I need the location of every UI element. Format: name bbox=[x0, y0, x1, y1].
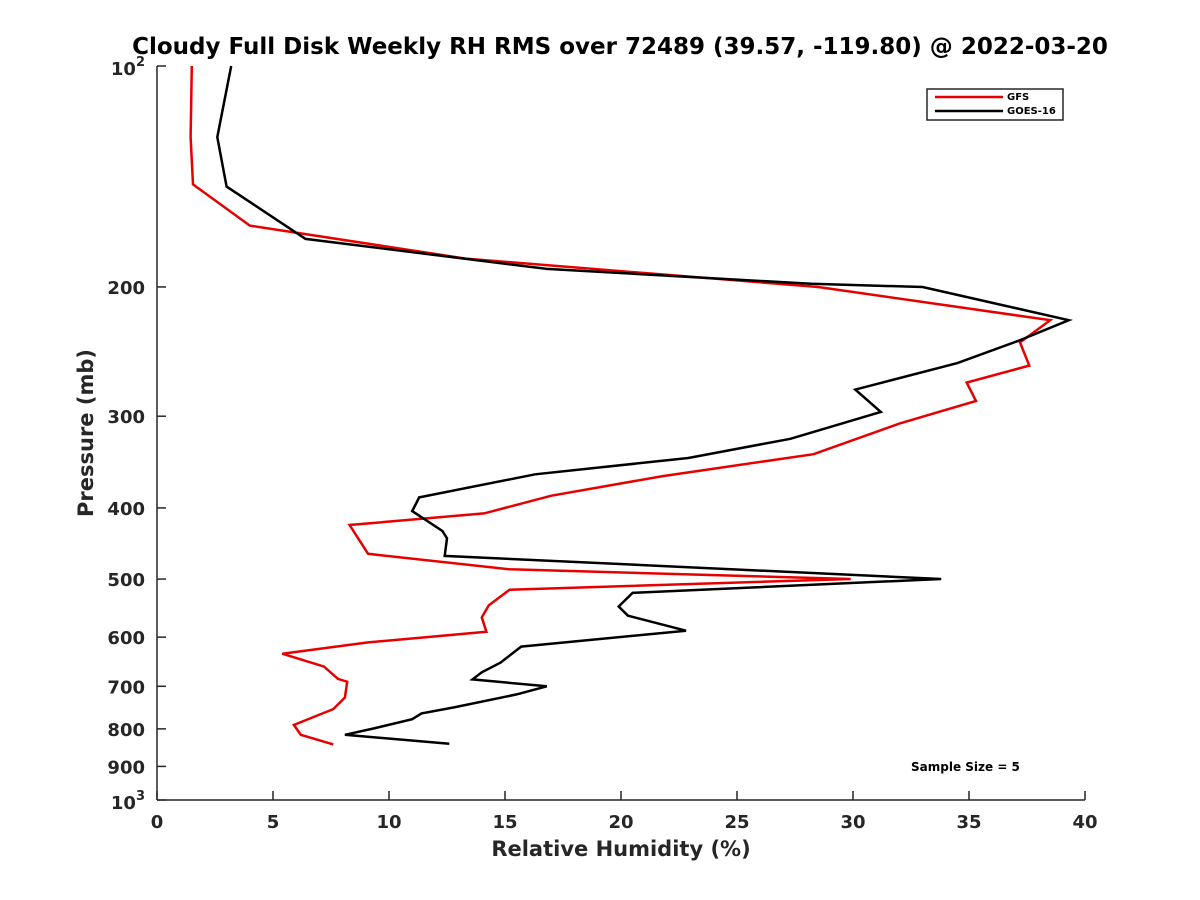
series-line-goes16 bbox=[217, 66, 1069, 744]
x-tick-label: 25 bbox=[724, 812, 749, 833]
x-tick-label: 35 bbox=[956, 812, 981, 833]
y-axis-label: Pressure (mb) bbox=[74, 349, 98, 517]
x-tick-label: 15 bbox=[492, 812, 517, 833]
y-tick-label: 103 bbox=[111, 789, 145, 814]
y-tick-label: 102 bbox=[111, 55, 145, 80]
axes: 0 5 10 15 20 25 30 35 40 102 200 300 400 500 600 700 800… bbox=[107, 55, 1097, 833]
x-axis-label: Relative Humidity (%) bbox=[491, 837, 750, 861]
x-tick-label: 30 bbox=[840, 812, 865, 833]
x-tick-label: 40 bbox=[1072, 812, 1097, 833]
chart-title: Cloudy Full Disk Weekly RH RMS over 7248… bbox=[132, 34, 1108, 60]
rh-rms-profile-chart: Cloudy Full Disk Weekly RH RMS over 7248… bbox=[0, 0, 1200, 900]
y-tick-label: 300 bbox=[107, 407, 145, 428]
x-tick-label: 10 bbox=[376, 812, 401, 833]
plot-area bbox=[191, 66, 1069, 744]
y-tick-label: 900 bbox=[107, 757, 145, 778]
x-tick-label: 0 bbox=[151, 812, 164, 833]
x-tick-label: 20 bbox=[608, 812, 633, 833]
legend-label-goes16: GOES-16 bbox=[1007, 106, 1056, 117]
series-line-gfs bbox=[191, 66, 1051, 744]
sample-size-annotation: Sample Size = 5 bbox=[911, 760, 1020, 774]
legend: GFS GOES-16 bbox=[927, 89, 1063, 120]
y-tick-label: 700 bbox=[107, 677, 145, 698]
y-tick-label: 500 bbox=[107, 570, 145, 591]
y-tick-label: 200 bbox=[107, 278, 145, 299]
x-tick-label: 5 bbox=[267, 812, 280, 833]
legend-label-gfs: GFS bbox=[1007, 92, 1029, 103]
y-tick-label: 400 bbox=[107, 499, 145, 520]
y-tick-label: 800 bbox=[107, 720, 145, 741]
y-tick-label: 600 bbox=[107, 628, 145, 649]
